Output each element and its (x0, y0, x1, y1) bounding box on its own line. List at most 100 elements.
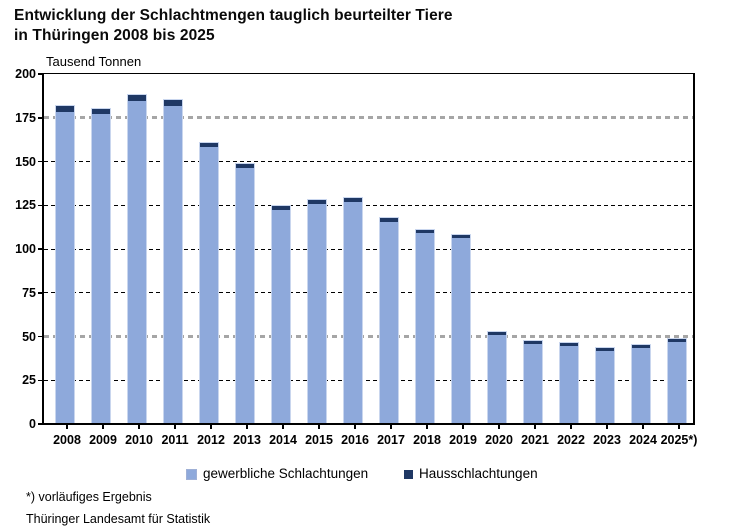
x-axis-label-2022: 2022 (557, 433, 585, 447)
gridline-50 (44, 335, 693, 338)
gridline-150 (44, 161, 693, 162)
y-axis-tick-75 (38, 292, 43, 294)
bar-segment-gewerblich-2017 (379, 217, 399, 424)
x-axis-label-2010: 2010 (125, 433, 153, 447)
bar-segment-haus-2014 (272, 206, 290, 210)
bar-segment-gewerblich-2022 (559, 342, 579, 424)
y-axis-label-50: 50 (22, 329, 36, 344)
legend-item-gewerblich: gewerbliche Schlachtungen (186, 466, 368, 482)
bar-segment-gewerblich-2013 (235, 163, 255, 424)
y-axis-label-100: 100 (15, 242, 36, 256)
x-axis-label-2019: 2019 (449, 433, 477, 447)
bar-segment-gewerblich-2019 (451, 234, 471, 424)
x-axis-tick-2013 (246, 424, 248, 429)
bar-segment-haus-2012 (200, 143, 218, 147)
y-axis-tick-100 (38, 248, 43, 250)
legend-item-haus: Hausschlachtungen (404, 466, 538, 482)
x-axis-tick-2025 (678, 424, 680, 429)
bar-segment-haus-2019 (452, 235, 470, 238)
y-axis-tick-150 (38, 160, 43, 163)
footnote-preliminary-result: *) vorläufiges Ergebnis (26, 490, 152, 504)
x-axis-tick-2011 (174, 424, 176, 429)
bar-segment-haus-2015 (308, 200, 326, 204)
legend-swatch-haus (404, 469, 413, 479)
plot-area (42, 72, 695, 425)
y-axis-label-0: 0 (29, 417, 36, 431)
bar-segment-gewerblich-2015 (307, 199, 327, 424)
bar-segment-gewerblich-2025 (667, 338, 687, 424)
y-axis-label-125: 125 (15, 198, 36, 213)
y-axis-label-175: 175 (15, 110, 36, 125)
bar-segment-gewerblich-2023 (595, 347, 615, 424)
x-axis-tick-2019 (462, 424, 464, 429)
gridline-175 (44, 116, 693, 120)
x-axis-tick-2009 (102, 424, 104, 429)
y-axis-tick-50 (38, 335, 43, 338)
x-axis-tick-2023 (606, 424, 608, 429)
legend-swatch-gewerblich (186, 468, 197, 480)
bar-segment-gewerblich-2021 (523, 340, 543, 424)
x-axis-label-2008: 2008 (53, 433, 81, 447)
x-axis-tick-2014 (282, 424, 284, 429)
chart-title-line2: in Thüringen 2008 bis 2025 (14, 26, 215, 44)
legend-label-haus: Hausschlachtungen (419, 466, 538, 481)
x-axis-tick-2016 (354, 424, 356, 429)
bar-segment-haus-2022 (560, 343, 578, 346)
x-axis-label-2017: 2017 (377, 433, 405, 447)
bar-segment-gewerblich-2016 (343, 197, 363, 424)
plot-frame-right (693, 73, 695, 425)
bar-segment-haus-2010 (128, 95, 146, 101)
x-axis-label-2014: 2014 (269, 433, 297, 447)
x-axis-tick-2024 (642, 424, 644, 429)
bar-segment-gewerblich-2020 (487, 331, 507, 424)
x-axis-label-2013: 2013 (233, 433, 261, 447)
x-axis-tick-2010 (138, 424, 140, 429)
bar-segment-haus-2024 (632, 345, 650, 348)
legend: gewerbliche Schlachtungen Hausschlachtun… (0, 466, 729, 484)
y-axis-unit-label: Tausend Tonnen (46, 54, 142, 69)
x-axis-label-2011: 2011 (161, 433, 189, 447)
x-axis-label-2018: 2018 (413, 433, 441, 447)
bar-segment-gewerblich-2018 (415, 229, 435, 424)
y-axis-line (42, 73, 44, 425)
bar-segment-haus-2009 (92, 109, 110, 114)
x-axis-label-2012: 2012 (197, 433, 225, 447)
y-axis-label-200: 200 (15, 67, 36, 81)
x-axis-label-2009: 2009 (89, 433, 117, 447)
bar-segment-haus-2018 (416, 230, 434, 233)
bar-segment-haus-2021 (524, 341, 542, 344)
bar-segment-gewerblich-2010 (127, 94, 147, 424)
x-axis-label-2015: 2015 (305, 433, 333, 447)
x-axis-label-2016: 2016 (341, 433, 369, 447)
x-axis-tick-2021 (534, 424, 536, 429)
bar-segment-gewerblich-2009 (91, 108, 111, 424)
x-axis-tick-2018 (426, 424, 428, 429)
x-axis-line (42, 423, 694, 425)
bar-segment-haus-2016 (344, 198, 362, 202)
bar-segment-haus-2025 (668, 339, 686, 342)
x-axis-label-2024: 2024 (629, 433, 657, 447)
x-axis-label-2023: 2023 (593, 433, 621, 447)
y-axis-tick-0 (38, 423, 43, 425)
bar-segment-gewerblich-2012 (199, 142, 219, 424)
gridline-25 (44, 379, 693, 381)
chart-title-line1: Entwicklung der Schlachtmengen tauglich … (14, 7, 453, 24)
x-axis-tick-2012 (210, 424, 212, 429)
x-axis-tick-2015 (318, 424, 320, 429)
gridline-75 (44, 292, 693, 294)
x-axis-tick-2008 (66, 424, 68, 429)
x-axis-label-2025: 2025*) (660, 433, 698, 447)
bar-segment-haus-2008 (56, 106, 74, 112)
y-axis-tick-200 (38, 73, 43, 75)
y-axis-tick-175 (38, 117, 43, 119)
bar-segment-gewerblich-2014 (271, 205, 291, 424)
bar-segment-gewerblich-2024 (631, 344, 651, 424)
chart-title: Entwicklung der Schlachtmengen tauglich … (14, 6, 453, 45)
x-axis-tick-2020 (498, 424, 500, 429)
y-axis-label-150: 150 (15, 154, 36, 169)
y-axis-label-75: 75 (22, 285, 36, 300)
bar-segment-gewerblich-2011 (163, 99, 183, 424)
bar-segment-gewerblich-2008 (55, 105, 75, 424)
bar-segment-haus-2020 (488, 332, 506, 335)
